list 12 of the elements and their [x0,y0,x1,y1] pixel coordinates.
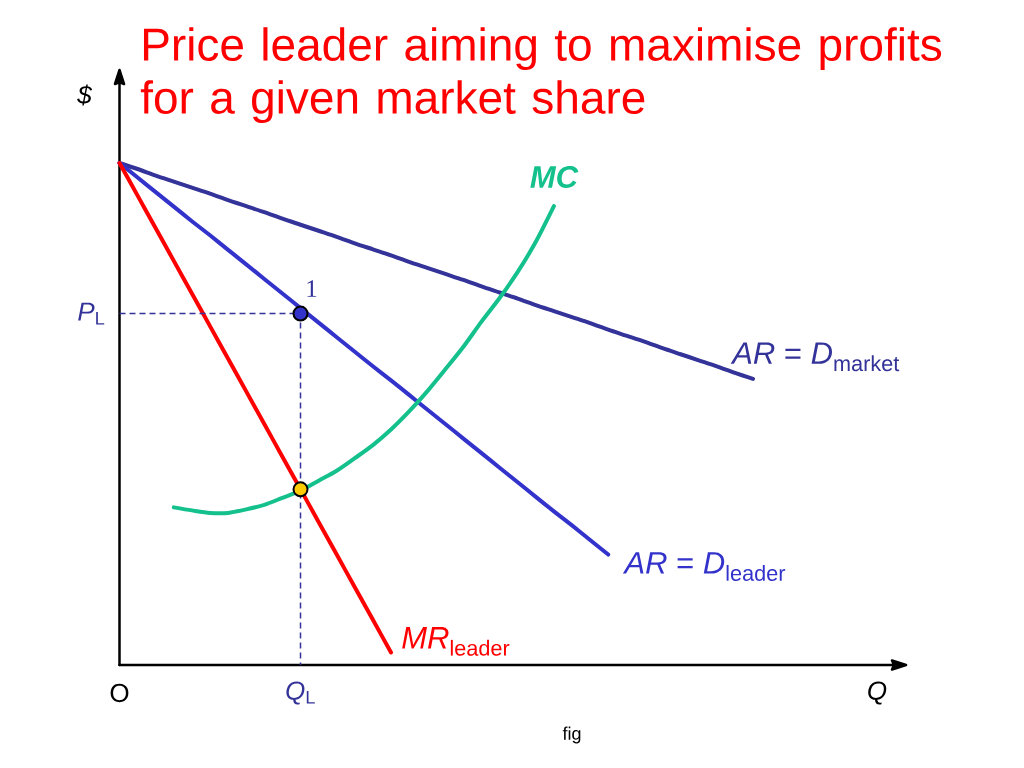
x-axis-title: Q [868,681,887,705]
series-label: P$_{L}$ [78,302,105,325]
x-tick-label: O [110,683,129,703]
chart-title: Price leader aiming to maximise profits for a given market share [140,27,942,124]
y-axis-title: $ [77,84,93,106]
text: fig [562,726,581,744]
series-label: MC [530,166,579,188]
x-tick-label: Q$_{L}$ [286,681,315,705]
annotation: 1 [307,280,317,297]
series-label: MR$_{leader}$ [402,627,510,656]
series-label: AR = D$_{leader}$ [622,552,786,581]
series-label: AR = D$_{market}$ [730,342,900,372]
